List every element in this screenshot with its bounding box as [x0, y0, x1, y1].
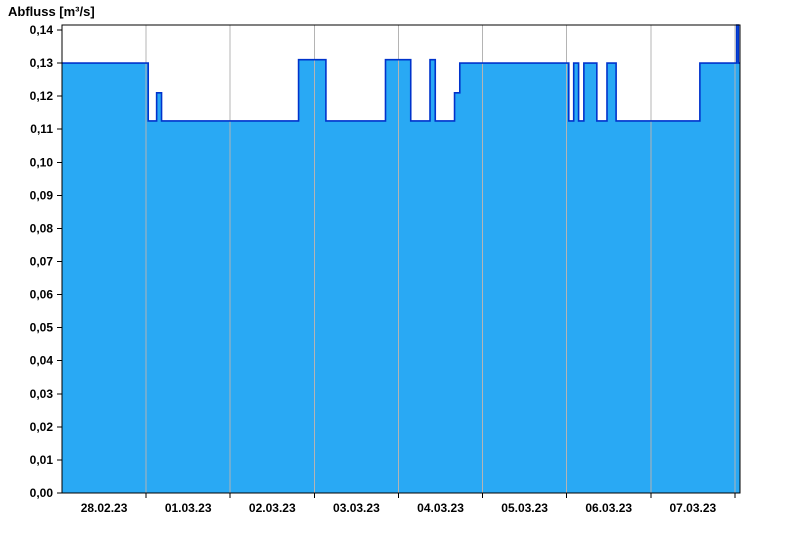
- axes-layer: [57, 24, 741, 498]
- area-fill-layer: [62, 25, 740, 493]
- plot-frame: [61, 24, 741, 494]
- y-tick-label: 0,10: [30, 155, 54, 169]
- y-tick-label: 0,02: [30, 420, 54, 434]
- discharge-step-line: [62, 24, 740, 122]
- x-date-label: 01.03.23: [165, 501, 212, 515]
- discharge-area-fill: [62, 25, 740, 493]
- y-tick-label: 0,07: [30, 254, 54, 268]
- tick-label-layer: 0,00 0,01 0,02 0,03 0,04 0,05 0,06 0,07 0,08 0,09…: [30, 23, 717, 515]
- y-tick-label: 0,08: [30, 221, 54, 235]
- x-date-label: 03.03.23: [333, 501, 380, 515]
- y-tick-label: 0,11: [30, 122, 53, 136]
- y-tick-label: 0,09: [30, 188, 54, 202]
- x-date-label: 02.03.23: [249, 501, 296, 515]
- x-date-label: 28.02.23: [81, 501, 128, 515]
- y-tick-label: 0,12: [30, 89, 54, 103]
- x-date-label: 06.03.23: [585, 501, 632, 515]
- chart-title: Abfluss [m³/s]: [8, 4, 95, 19]
- y-tick-label: 0,06: [30, 288, 54, 302]
- x-date-label: 05.03.23: [501, 501, 548, 515]
- gridline-layer: [145, 25, 736, 493]
- y-tick-label: 0,03: [30, 387, 54, 401]
- x-date-label: 07.03.23: [670, 501, 717, 515]
- y-tick-label: 0,05: [30, 321, 54, 335]
- y-tick-label: 0,14: [30, 23, 54, 37]
- y-tick-label: 0,13: [30, 56, 54, 70]
- y-tick-label: 0,04: [30, 354, 54, 368]
- y-tick-label: 0,00: [30, 486, 54, 500]
- series-line-layer: [62, 24, 740, 122]
- y-tick-label: 0,01: [30, 453, 54, 467]
- x-date-label: 04.03.23: [417, 501, 464, 515]
